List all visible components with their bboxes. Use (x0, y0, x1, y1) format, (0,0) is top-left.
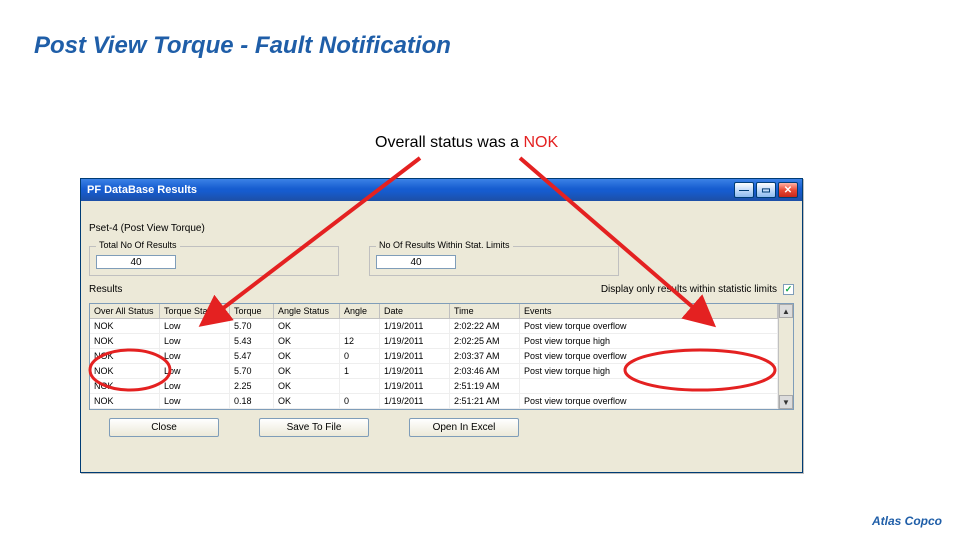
pset-label: Pset-4 (Post View Torque) (89, 223, 794, 234)
in-limits-legend: No Of Results Within Stat. Limits (376, 240, 513, 250)
table-cell: Post view torque high (520, 334, 778, 349)
table-row[interactable]: NOKLow2.25OK 1/19/20112:51:19 AM (90, 379, 778, 394)
client-area: Pset-4 (Post View Torque) Total No Of Re… (81, 217, 802, 445)
table-cell: 2:51:21 AM (450, 394, 520, 409)
table-cell: OK (274, 319, 340, 334)
maximize-icon: ▭ (761, 185, 770, 196)
stat-limits-checkbox[interactable]: ✓ (783, 284, 794, 295)
menubar (81, 201, 802, 217)
table-cell: 1/19/2011 (380, 334, 450, 349)
table-cell: Low (160, 319, 230, 334)
scroll-up-button[interactable]: ▲ (779, 304, 793, 318)
col-angle[interactable]: Angle (340, 304, 380, 319)
minimize-icon: — (739, 185, 749, 196)
table-cell: OK (274, 379, 340, 394)
table-cell: Post view torque overflow (520, 349, 778, 364)
total-results-value: 40 (96, 255, 176, 269)
table-cell: 0.18 (230, 394, 274, 409)
table-cell: NOK (90, 319, 160, 334)
minimize-button[interactable]: — (734, 182, 754, 198)
table-cell: OK (274, 349, 340, 364)
table-cell: Low (160, 364, 230, 379)
table-cell: 5.70 (230, 319, 274, 334)
table-cell: 2:02:22 AM (450, 319, 520, 334)
vertical-scrollbar[interactable]: ▲ ▼ (778, 304, 793, 409)
col-torque-status[interactable]: Torque Status (160, 304, 230, 319)
table-cell: Low (160, 379, 230, 394)
col-date[interactable]: Date (380, 304, 450, 319)
table-cell: 5.70 (230, 364, 274, 379)
table-cell: 2:03:46 AM (450, 364, 520, 379)
col-overall-status[interactable]: Over All Status (90, 304, 160, 319)
table-header: Over All Status Torque Status Torque Ang… (90, 304, 778, 319)
close-button[interactable]: Close (109, 418, 219, 437)
table-cell: 2:02:25 AM (450, 334, 520, 349)
maximize-button[interactable]: ▭ (756, 182, 776, 198)
table-row[interactable]: NOKLow5.70OK 1/19/20112:02:22 AMPost view… (90, 319, 778, 334)
save-to-file-button[interactable]: Save To File (259, 418, 369, 437)
annotation-text: Overall status was a NOK (375, 134, 558, 152)
col-events[interactable]: Events (520, 304, 778, 319)
results-window: PF DataBase Results — ▭ ✕ Pset-4 (Post V… (80, 178, 803, 473)
table-cell: NOK (90, 364, 160, 379)
results-table: Over All Status Torque Status Torque Ang… (89, 303, 794, 410)
close-icon: ✕ (784, 185, 792, 196)
table-cell: 5.43 (230, 334, 274, 349)
table-cell: Post view torque high (520, 364, 778, 379)
table-cell (340, 319, 380, 334)
total-results-group: Total No Of Results 40 (89, 246, 339, 276)
table-cell: 0 (340, 394, 380, 409)
table-row[interactable]: NOKLow5.47OK01/19/20112:03:37 AMPost vie… (90, 349, 778, 364)
atlascopco-logo: Atlas Copco (872, 514, 942, 528)
table-row[interactable]: NOKLow5.43OK121/19/20112:02:25 AMPost vi… (90, 334, 778, 349)
table-cell: Low (160, 394, 230, 409)
table-cell: OK (274, 364, 340, 379)
annotation-highlight: NOK (524, 134, 559, 151)
checkbox-label: Display only results within statistic li… (601, 284, 777, 295)
table-cell: Low (160, 349, 230, 364)
open-in-excel-button[interactable]: Open In Excel (409, 418, 519, 437)
titlebar: PF DataBase Results — ▭ ✕ (81, 179, 802, 201)
table-cell: NOK (90, 349, 160, 364)
table-body: NOKLow5.70OK1/19/20112:02:22 AMPost view… (90, 319, 778, 409)
table-row[interactable]: NOKLow0.18OK01/19/20112:51:21 AMPost vie… (90, 394, 778, 409)
table-cell: 0 (340, 349, 380, 364)
col-torque[interactable]: Torque (230, 304, 274, 319)
table-cell: 2:51:19 AM (450, 379, 520, 394)
table-cell: 1/19/2011 (380, 379, 450, 394)
col-time[interactable]: Time (450, 304, 520, 319)
in-limits-value: 40 (376, 255, 456, 269)
table-cell: NOK (90, 394, 160, 409)
table-cell: OK (274, 394, 340, 409)
table-cell: Post view torque overflow (520, 394, 778, 409)
table-cell: 5.47 (230, 349, 274, 364)
table-cell: 1/19/2011 (380, 319, 450, 334)
col-angle-status[interactable]: Angle Status (274, 304, 340, 319)
table-cell (520, 379, 778, 394)
table-cell: OK (274, 334, 340, 349)
table-row[interactable]: NOKLow5.70OK11/19/20112:03:46 AMPost vie… (90, 364, 778, 379)
table-cell: 1 (340, 364, 380, 379)
table-cell: Post view torque overflow (520, 319, 778, 334)
close-window-button[interactable]: ✕ (778, 182, 798, 198)
in-limits-group: No Of Results Within Stat. Limits 40 (369, 246, 619, 276)
slide-title: Post View Torque - Fault Notification (34, 32, 451, 60)
annotation-prefix: Overall status was a (375, 134, 524, 151)
table-cell: NOK (90, 334, 160, 349)
table-cell: Low (160, 334, 230, 349)
total-results-legend: Total No Of Results (96, 240, 180, 250)
table-cell: NOK (90, 379, 160, 394)
table-cell: 12 (340, 334, 380, 349)
table-cell (340, 379, 380, 394)
scroll-down-button[interactable]: ▼ (779, 395, 793, 409)
table-cell: 1/19/2011 (380, 364, 450, 379)
window-title: PF DataBase Results (87, 184, 732, 196)
table-cell: 2.25 (230, 379, 274, 394)
table-cell: 1/19/2011 (380, 349, 450, 364)
table-cell: 1/19/2011 (380, 394, 450, 409)
results-label: Results (89, 284, 122, 295)
table-cell: 2:03:37 AM (450, 349, 520, 364)
